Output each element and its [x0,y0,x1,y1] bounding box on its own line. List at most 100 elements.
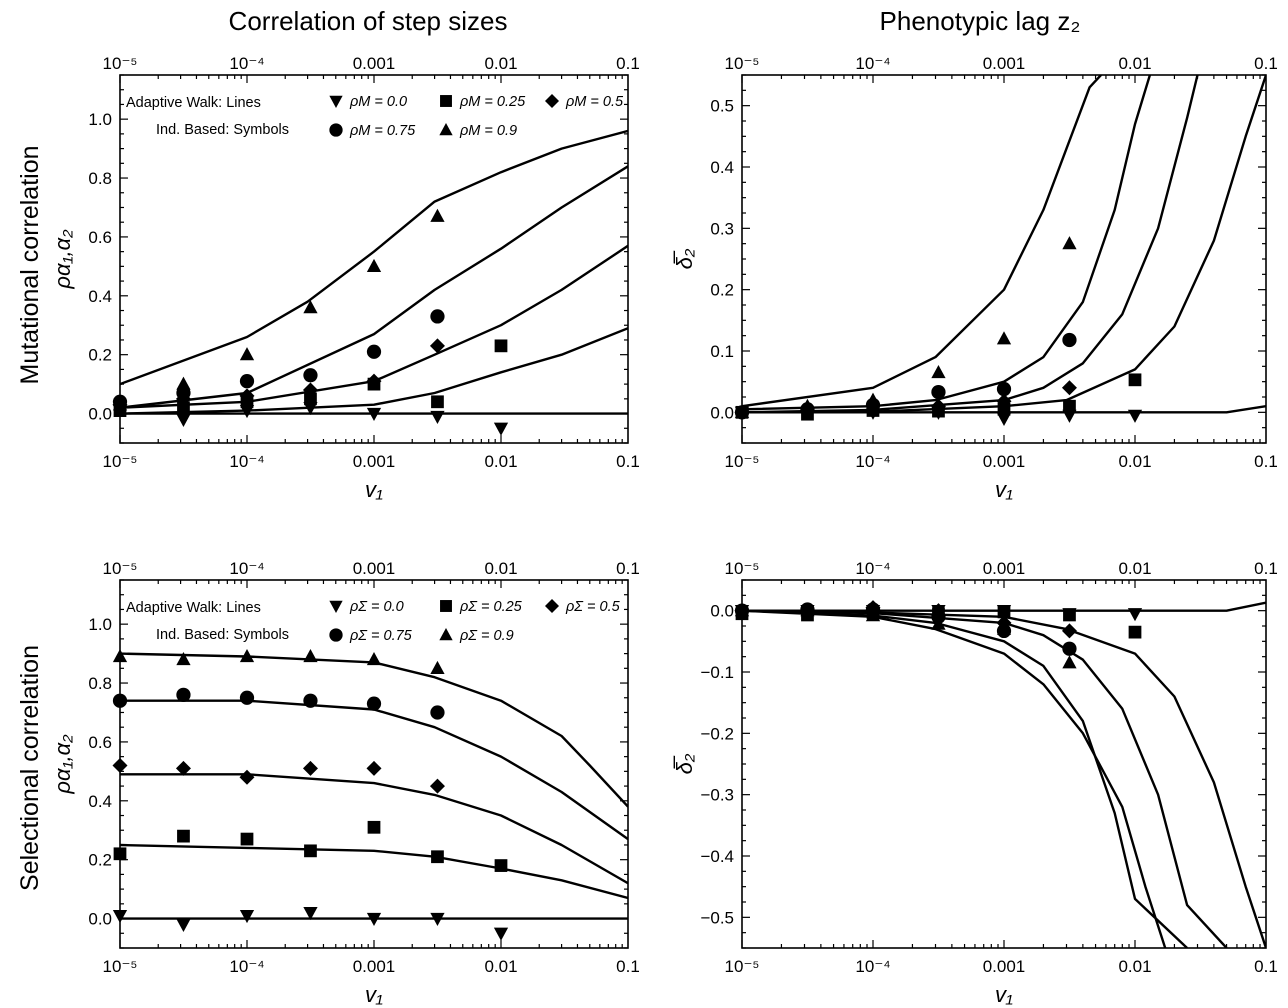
legend-marker-circle [329,123,343,137]
series-line-3 [742,609,1188,948]
data-point-square [367,820,381,834]
x-tick-label-top: 10⁻⁴ [229,559,264,578]
data-point-square [240,832,254,846]
x-tick-label-bottom: 0.01 [1118,452,1151,471]
x-tick-label-top: 0.01 [484,54,517,73]
data-point-square [431,850,444,864]
x-tick-label-top: 10⁻⁵ [103,559,138,578]
data-point-triangle-down [112,909,128,924]
y-tick-label: 0.4 [88,287,112,306]
data-point-triangle-up [239,649,255,663]
legend-method-symbols: Ind. Based: Symbols [156,122,289,138]
x-tick-label-bottom: 0.001 [353,957,396,976]
y-tick-label: 0.0 [88,405,112,424]
x-tick-label-bottom: 0.01 [484,957,517,976]
data-point-square [304,392,317,406]
x-tick-label-bottom: 0.1 [1254,452,1278,471]
x-tick-label-bottom: 10⁻⁴ [855,452,890,471]
data-point-triangle-down [1127,608,1143,622]
data-point-triangle-down [176,918,191,932]
data-point-circle [430,705,445,720]
x-tick-label-bottom: 0.001 [983,452,1026,471]
data-point-circle [176,687,191,702]
series-line-1 [742,75,1266,414]
legend-marker-triangle-up [439,123,453,136]
y-tick-label: −0.4 [700,847,734,866]
legend: Adaptive Walk: Lines Ind. Based: Symbols ρ… [126,94,624,139]
data-point-triangle-up [800,603,815,617]
x-tick-label-bottom: 10⁻⁴ [229,957,264,976]
x-tick-label-bottom: 0.01 [484,452,517,471]
y-tick-label: 0.8 [88,169,112,188]
series-lines [742,75,1266,414]
legend-marker-diamond [545,94,559,108]
legend-method-lines: Adaptive Walk: Lines [126,95,261,111]
x-tick-label-bottom: 0.001 [353,452,396,471]
x-tick-label-top: 10⁻⁵ [725,54,760,73]
data-point-triangle-down [239,404,255,419]
data-point-square [113,847,127,861]
data-point-triangle-up [112,397,128,411]
y-tick-label: 1.0 [88,110,112,129]
data-point-triangle-down [366,912,382,927]
panel-sel_lag: 10⁻⁵ 10⁻⁵ 10⁻⁴ 10⁻⁴ 0.001 0.001 0.01 0.01 0.1 0.1… [672,559,1278,1007]
legend-label: ρΣ = 0.25 [459,599,523,615]
data-point-square [494,339,508,353]
data-point-triangle-up [303,300,318,314]
series-points [112,208,509,436]
data-point-diamond [239,769,255,785]
x-axis-title: v₁ [995,982,1013,1007]
data-point-triangle-up [176,376,191,390]
data-point-circle [366,344,382,359]
data-point-circle [1062,641,1077,656]
y-tick-label: 0.1 [710,342,734,361]
y-tick-label: 0.4 [710,158,734,177]
data-point-triangle-up [931,616,946,630]
x-tick-label-bottom: 10⁻⁵ [103,452,138,471]
y-tick-label: 0.6 [88,228,112,247]
data-point-diamond [1061,623,1077,639]
data-point-diamond [112,757,128,773]
y-tick-label: 0.0 [710,602,734,621]
legend-label: ρΣ = 0.75 [349,628,413,644]
data-point-circle [303,693,318,708]
series-lines [120,129,628,415]
series-line-2 [742,75,1199,414]
data-point-circle [931,384,946,400]
data-point-triangle-up [303,649,318,663]
data-point-diamond [366,760,382,776]
x-axis-title: v₁ [995,477,1013,502]
data-point-diamond [366,373,382,389]
data-point-diamond [996,393,1012,409]
legend-marker-triangle-down [329,600,343,613]
data-point-triangle-up [865,392,881,406]
series-line-3 [742,75,1152,411]
x-tick-label-top: 10⁻⁴ [855,559,890,578]
x-tick-label-top: 0.1 [616,54,640,73]
data-point-diamond [930,398,946,414]
legend-marker-diamond [545,599,559,613]
series-line-4 [742,75,1102,408]
panel-mut_lag: 10⁻⁵ 10⁻⁵ 10⁻⁴ 10⁻⁴ 0.001 0.001 0.01 0.01 0.1 0.1… [672,54,1278,502]
x-tick-label-top: 0.001 [353,54,396,73]
y-tick-label: −0.5 [700,908,734,927]
data-point-circle [239,374,255,389]
data-point-circle [303,368,318,383]
data-point-square [431,395,444,409]
data-point-triangle-up [176,651,191,666]
data-point-diamond [175,760,191,776]
data-point-triangle-down [1062,409,1077,423]
x-axis-title: v₁ [365,982,383,1007]
data-point-triangle-down [303,907,318,921]
series-line-4 [742,609,1167,948]
data-point-triangle-up [239,347,255,361]
legend-label: ρM = 0.0 [349,94,407,110]
row-title-bottom: Selectional correlation [16,645,44,891]
series-line-3 [120,165,628,409]
x-tick-label-bottom: 0.001 [983,957,1026,976]
series-line-1 [742,609,1266,948]
data-point-triangle-down [430,912,445,927]
x-tick-label-bottom: 0.1 [616,957,640,976]
y-tick-label: 0.0 [710,403,734,422]
col-title-left: Correlation of step sizes [229,6,508,36]
